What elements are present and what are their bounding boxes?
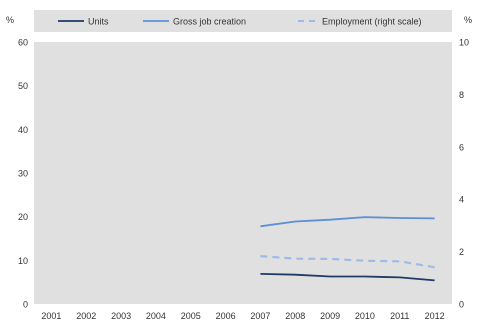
y-right-tick-label: 10 bbox=[459, 38, 469, 48]
series-point bbox=[433, 217, 436, 220]
x-tick-label: 2008 bbox=[285, 311, 305, 321]
y-right-tick-label: 0 bbox=[459, 300, 464, 310]
series-point bbox=[329, 275, 332, 278]
series-point bbox=[294, 220, 297, 223]
y-right-tick-label: 2 bbox=[459, 247, 464, 257]
series-point bbox=[259, 225, 262, 228]
y-left-tick-label: 20 bbox=[18, 212, 28, 222]
x-tick-label: 2004 bbox=[146, 311, 166, 321]
series-point bbox=[398, 260, 401, 263]
series-point bbox=[433, 266, 436, 269]
y-left-tick-label: 0 bbox=[23, 300, 28, 310]
series-point bbox=[398, 276, 401, 279]
series-point bbox=[363, 259, 366, 262]
legend-background bbox=[34, 10, 452, 32]
series-point bbox=[329, 257, 332, 260]
series-point bbox=[433, 279, 436, 282]
y-right-axis: 0 2 4 6 8 10 bbox=[459, 38, 469, 310]
series-point bbox=[329, 218, 332, 221]
x-tick-label: 2009 bbox=[320, 311, 340, 321]
x-tick-label: 2012 bbox=[425, 311, 445, 321]
y-right-unit-label: % bbox=[464, 15, 472, 25]
legend-label: Employment (right scale) bbox=[322, 17, 422, 27]
series-point bbox=[363, 275, 366, 278]
plot-area bbox=[34, 42, 452, 304]
series-point bbox=[294, 273, 297, 276]
x-axis: 2001 2002 2003 2004 2005 2006 2007 2008 2009 2010… bbox=[41, 311, 444, 321]
series-layer bbox=[259, 216, 436, 282]
series-line bbox=[260, 273, 435, 282]
series-point bbox=[259, 272, 262, 275]
series-line bbox=[260, 216, 435, 228]
legend-label: Gross job creation bbox=[173, 17, 246, 27]
x-tick-label: 2005 bbox=[181, 311, 201, 321]
x-tick-label: 2011 bbox=[390, 311, 409, 321]
y-left-unit-label: % bbox=[6, 15, 14, 25]
series-point bbox=[294, 257, 297, 260]
series-point bbox=[259, 255, 262, 258]
x-tick-label: 2001 bbox=[41, 311, 61, 321]
y-left-tick-label: 10 bbox=[18, 256, 28, 266]
series-point bbox=[363, 216, 366, 219]
y-left-tick-label: 40 bbox=[18, 125, 28, 135]
y-left-tick-label: 50 bbox=[18, 81, 28, 91]
y-left-tick-label: 30 bbox=[18, 169, 28, 179]
x-tick-label: 2007 bbox=[250, 311, 270, 321]
y-right-tick-label: 6 bbox=[459, 142, 464, 152]
x-tick-label: 2003 bbox=[111, 311, 131, 321]
legend-label: Units bbox=[88, 17, 109, 27]
y-right-tick-label: 8 bbox=[459, 90, 464, 100]
y-left-tick-label: 60 bbox=[18, 38, 28, 48]
series-line bbox=[260, 255, 435, 269]
series-point bbox=[398, 217, 401, 220]
legend: Units Gross job creation Employment (right… bbox=[58, 17, 422, 27]
x-tick-label: 2006 bbox=[216, 311, 236, 321]
x-tick-label: 2002 bbox=[76, 311, 96, 321]
y-right-tick-label: 4 bbox=[459, 195, 464, 205]
x-tick-label: 2010 bbox=[355, 311, 375, 321]
y-left-axis: 0 10 20 30 40 50 60 bbox=[18, 38, 28, 310]
